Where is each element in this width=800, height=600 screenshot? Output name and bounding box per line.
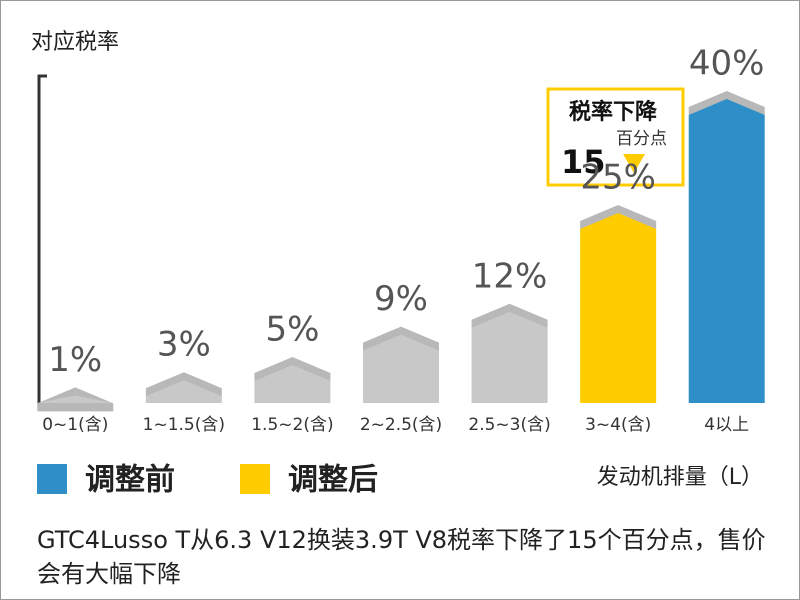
annotation-unit: 百分点 xyxy=(616,129,667,149)
down-arrow xyxy=(623,154,645,173)
annotation-box xyxy=(546,87,685,187)
x-tick-label: 3~4(含) xyxy=(585,415,651,435)
legend-label: 调整前 xyxy=(85,463,175,498)
x-tick-label: 2.5~3(含) xyxy=(468,415,550,435)
value-label: 5% xyxy=(265,310,319,350)
y-axis-label: 对应税率 xyxy=(31,30,119,55)
x-axis-label: 发动机排量（L） xyxy=(597,465,763,490)
bar xyxy=(363,334,439,403)
value-label: 9% xyxy=(374,279,428,319)
x-tick-label: 1.5~2(含) xyxy=(251,415,333,435)
chart: 对应税率 发动机排量（L） 税率下降 百分点 15 0~1(含) 1% 1~1.5(… xyxy=(31,30,765,498)
bar xyxy=(580,213,657,403)
bar xyxy=(471,311,548,403)
value-label: 12% xyxy=(472,256,548,296)
x-tick-label: 4以上 xyxy=(704,415,749,435)
value-label: 3% xyxy=(157,325,211,365)
caption: GTC4Lusso T从6.3 V12换装3.9T V8税率下降了15个百分点，… xyxy=(37,526,766,588)
annotation-amount: 15 xyxy=(561,143,606,181)
x-tick-label: 2~2.5(含) xyxy=(360,415,442,435)
x-tick-label: 0~1(含) xyxy=(42,415,108,435)
x-tick-label: 1~1.5(含) xyxy=(143,415,225,435)
bar xyxy=(688,99,765,403)
y-axis xyxy=(37,74,47,404)
legend-swatch xyxy=(240,464,270,494)
bar xyxy=(254,365,331,403)
value-label: 1% xyxy=(48,340,102,380)
value-label: 25% xyxy=(580,158,656,198)
legend-label: 调整后 xyxy=(288,463,378,498)
legend-swatch xyxy=(37,464,67,494)
annotation-title: 税率下降 xyxy=(569,99,658,125)
bar xyxy=(145,380,222,403)
bar xyxy=(37,395,114,403)
value-label: 40% xyxy=(689,44,765,84)
